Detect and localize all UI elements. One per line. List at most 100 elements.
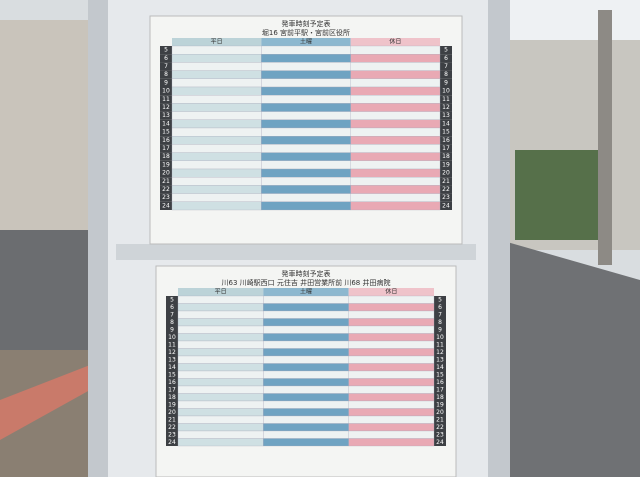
time-row bbox=[261, 111, 351, 120]
time-row bbox=[350, 193, 441, 202]
time-row bbox=[263, 318, 349, 327]
time-row bbox=[261, 62, 351, 71]
time-row bbox=[261, 168, 351, 178]
time-row bbox=[171, 86, 262, 96]
time-row bbox=[350, 160, 441, 170]
hour-cell bbox=[160, 103, 172, 112]
hour-label: 15 bbox=[162, 129, 170, 136]
route-name: 堀16 宮前平駅・宮前区役所 bbox=[262, 28, 350, 37]
time-row bbox=[177, 318, 264, 327]
hour-label: 17 bbox=[436, 386, 444, 393]
curb bbox=[0, 365, 90, 440]
time-row bbox=[261, 54, 351, 63]
time-row bbox=[263, 370, 349, 379]
time-row bbox=[350, 95, 441, 104]
hour-cell bbox=[166, 386, 178, 394]
hour-cell bbox=[434, 333, 446, 341]
time-row bbox=[261, 119, 351, 129]
hour-label: 20 bbox=[436, 409, 444, 416]
time-row bbox=[350, 62, 441, 71]
time-row bbox=[350, 201, 441, 211]
time-row bbox=[350, 70, 441, 79]
right-road bbox=[500, 240, 640, 477]
hour-label: 23 bbox=[442, 194, 450, 201]
hour-cell bbox=[440, 169, 452, 178]
hour-cell bbox=[166, 296, 178, 304]
hour-cell bbox=[434, 423, 446, 431]
hour-cell bbox=[166, 423, 178, 431]
time-row bbox=[171, 119, 262, 129]
hour-cell bbox=[434, 356, 446, 364]
time-row bbox=[348, 325, 435, 334]
hour-label: 11 bbox=[436, 341, 444, 348]
hour-cell bbox=[166, 311, 178, 319]
time-row bbox=[171, 144, 262, 153]
time-row bbox=[348, 400, 435, 409]
hour-label: 7 bbox=[164, 63, 168, 70]
column-label: 休日 bbox=[389, 38, 401, 46]
hour-label: 22 bbox=[162, 186, 170, 193]
hour-label: 19 bbox=[162, 161, 170, 168]
time-row bbox=[348, 310, 435, 319]
hour-cell bbox=[440, 160, 452, 169]
hour-label: 11 bbox=[168, 341, 176, 348]
time-row bbox=[171, 127, 262, 137]
route-name: 川63 川崎駅西口 元住吉 井田営業所前 川68 井田病院 bbox=[222, 278, 391, 287]
hour-label: 22 bbox=[436, 424, 444, 431]
hour-cell bbox=[440, 128, 452, 137]
time-row bbox=[171, 62, 262, 71]
hour-cell bbox=[166, 378, 178, 386]
hour-label: 17 bbox=[162, 145, 170, 152]
time-row bbox=[263, 378, 349, 387]
time-row bbox=[261, 70, 351, 79]
time-row bbox=[177, 385, 264, 394]
hour-label: 10 bbox=[436, 334, 444, 341]
hour-label: 9 bbox=[444, 79, 448, 86]
hour-cell bbox=[440, 87, 452, 96]
hour-label: 17 bbox=[442, 145, 450, 152]
hour-label: 7 bbox=[438, 311, 442, 318]
hour-label: 15 bbox=[442, 129, 450, 136]
column-header bbox=[172, 38, 262, 46]
column-header bbox=[348, 288, 434, 296]
hour-cell bbox=[434, 326, 446, 334]
time-row bbox=[177, 393, 264, 402]
hour-cell bbox=[434, 341, 446, 349]
hour-cell bbox=[160, 177, 172, 186]
hour-cell bbox=[440, 201, 452, 210]
time-row bbox=[177, 295, 264, 304]
hour-label: 13 bbox=[442, 112, 450, 119]
hour-cell bbox=[160, 136, 172, 145]
time-row bbox=[177, 378, 264, 387]
hour-cell bbox=[160, 128, 172, 137]
time-row bbox=[171, 78, 262, 88]
hour-label: 19 bbox=[442, 161, 450, 168]
hour-label: 11 bbox=[442, 96, 450, 103]
hour-label: 9 bbox=[438, 326, 442, 333]
hour-label: 20 bbox=[168, 409, 176, 416]
hour-cell bbox=[440, 78, 452, 87]
time-row bbox=[263, 430, 349, 439]
hour-label: 5 bbox=[438, 296, 442, 303]
hour-cell bbox=[160, 144, 172, 153]
time-row bbox=[261, 86, 351, 96]
time-row bbox=[171, 160, 262, 170]
time-row bbox=[177, 303, 264, 312]
hour-cell bbox=[166, 431, 178, 439]
time-row bbox=[177, 438, 264, 447]
hour-label: 18 bbox=[436, 394, 444, 401]
hour-cell bbox=[166, 363, 178, 371]
time-row bbox=[348, 333, 435, 342]
hour-cell bbox=[160, 46, 172, 55]
board-title: 発車時刻予定表 bbox=[282, 269, 331, 278]
hour-label: 23 bbox=[168, 431, 176, 438]
hour-label: 15 bbox=[436, 371, 444, 378]
hour-label: 14 bbox=[168, 364, 176, 371]
time-row bbox=[348, 340, 435, 349]
hour-cell bbox=[434, 378, 446, 386]
time-row bbox=[348, 408, 435, 417]
hour-label: 22 bbox=[442, 186, 450, 193]
hour-label: 16 bbox=[162, 137, 170, 144]
time-row bbox=[350, 111, 441, 120]
hour-cell bbox=[166, 401, 178, 409]
